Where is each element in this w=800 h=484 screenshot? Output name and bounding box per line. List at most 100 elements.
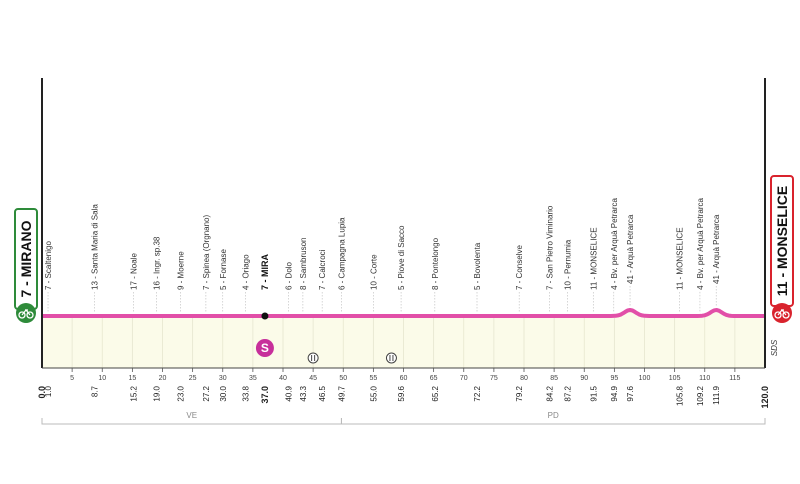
start-marker: 7 - MIRANO	[14, 208, 38, 323]
bike-wheel-right	[26, 311, 34, 319]
km-label: 84.2	[545, 385, 554, 401]
km-label: 40.9	[284, 385, 293, 401]
km-label: 1.0	[44, 385, 53, 397]
km-label: 87.2	[563, 385, 572, 401]
km-axis-labels: 0.01.0 8.7 15.2 19.0 23.0 27.2 30.0 33.8 37.0 40.…	[37, 385, 770, 408]
start-label: 7 - MIRANO	[18, 220, 34, 297]
km-tick-label: 70	[460, 375, 468, 382]
km-tick-label: 75	[490, 375, 498, 382]
km-tick-label: 105	[669, 375, 681, 382]
km-tick-label: 100	[639, 375, 651, 382]
waypoint-label: 11 - MONSELICE	[589, 227, 598, 290]
waypoint-label: 5 - Fornase	[219, 249, 228, 290]
sprint-badge-letter: S	[261, 341, 269, 355]
km-tick-label: 50	[339, 375, 347, 382]
waypoint-label: 7 - Spinea (Orgnano)	[202, 215, 211, 290]
waypoint-label: 7 - Calcroci	[318, 249, 327, 290]
km-label: 72.2	[473, 385, 482, 401]
km-label: 59.6	[397, 385, 406, 401]
waypoint-label: 7 - Scaltenigo	[44, 241, 53, 290]
waypoint-leaders	[47, 286, 717, 313]
km-label: 65.2	[431, 385, 440, 401]
waypoint-label: 9 - Moerne	[177, 251, 186, 290]
bike-wheel-left	[18, 311, 26, 319]
km-label: 30.0	[219, 385, 228, 401]
km-label: 8.7	[90, 385, 99, 397]
waypoint-label: 4 - Oriago	[242, 254, 251, 290]
km-label: 46.5	[318, 385, 327, 401]
railway-crossings	[307, 352, 397, 364]
waypoint-label: 8 - Pontelongo	[431, 237, 440, 290]
waypoint-label: 16 - Ingr. sp.38	[153, 236, 162, 290]
waypoint-label: 8 - Sambruson	[299, 238, 308, 290]
waypoint-label: 13 - Santa Maria di Sala	[90, 204, 99, 290]
km-tick-label: 90	[580, 375, 588, 382]
waypoint-label: 41 - Arquà Petrarca	[712, 214, 721, 284]
bike-frame	[777, 309, 787, 316]
km-tick-label: 85	[550, 375, 558, 382]
intermediate-finish-dot	[261, 312, 269, 320]
km-tick-label: 60	[400, 375, 408, 382]
km-tick-label: 45	[309, 375, 317, 382]
finish-label: 11 - MONSELICE	[774, 186, 790, 296]
km-tick-label: 80	[520, 375, 528, 382]
km-label: 19.0	[153, 385, 162, 401]
km-label: 27.2	[202, 385, 211, 401]
region-label: VE	[186, 411, 197, 420]
region-label: PD	[548, 411, 559, 420]
km-label: 120.0	[760, 386, 770, 409]
km-label: 43.3	[299, 385, 308, 401]
km-tick-label: 10	[98, 375, 106, 382]
waypoint-labels: 7 - Scaltenigo 13 - Santa Maria di Sala 17…	[44, 197, 721, 290]
waypoint-label: 4 - Bv. per Arquà Petrarca	[610, 197, 619, 289]
km-tick-label: 5	[70, 375, 74, 382]
km-tick-label: 110	[699, 375, 710, 382]
km-label: 105.8	[675, 385, 684, 406]
finish-marker: 11 - MONSELICE	[770, 175, 794, 323]
waypoint-label: 5 - Bovolenta	[473, 242, 482, 290]
region-bands: VE PD	[41, 411, 766, 425]
km-label: 37.0	[260, 386, 270, 404]
km-tick-label: 95	[610, 375, 618, 382]
railway-crossing-icon	[385, 352, 397, 364]
km-label: 23.0	[177, 385, 186, 401]
km-tick-label: 20	[159, 375, 167, 382]
waypoint-label: 7 - San Pietro Viminario	[545, 205, 554, 290]
intermediate-finish-label: 7 - MIRA	[260, 253, 270, 290]
sds-label: SDS	[770, 339, 779, 356]
km-label: 33.8	[242, 385, 251, 401]
km-tick-label: 30	[219, 375, 227, 382]
waypoint-label: 10 - Pernumia	[563, 239, 572, 290]
waypoint-label: 7 - Conselve	[515, 245, 524, 290]
km-tick-label: 35	[249, 375, 257, 382]
km-tick-label: 40	[279, 375, 287, 382]
waypoint-label: 5 - Piove di Sacco	[397, 225, 406, 290]
km-gridlines	[71, 317, 736, 368]
km-tick-label: 25	[189, 375, 197, 382]
elevation-line	[42, 308, 765, 318]
bike-wheel-left	[774, 311, 782, 319]
km-label: 91.5	[589, 385, 598, 401]
km-tick-label: 115	[729, 375, 740, 382]
km-label: 97.6	[626, 385, 635, 401]
waypoint-label: 41 - Arquà Petrarca	[626, 214, 635, 284]
sprint-badge-icon	[255, 339, 274, 357]
waypoint-label: 4 - Bv. per Arquà Petrarca	[696, 197, 705, 289]
km-label: 109.2	[696, 385, 705, 406]
bike-wheel-right	[782, 311, 790, 319]
km-tick-label: 15	[128, 375, 136, 382]
km-label: 94.9	[610, 385, 619, 401]
km-label: 0.0	[37, 386, 47, 399]
waypoint-label: 6 - Campagna Lupia	[337, 217, 346, 290]
waypoint-label: 6 - Dolo	[284, 261, 293, 290]
km-label: 79.2	[515, 385, 524, 401]
intermediate-finish: 7 - MIRA S	[255, 253, 274, 357]
railway-crossing-icon	[307, 352, 319, 364]
km-tick-label: 65	[430, 375, 438, 382]
km-label: 55.0	[369, 385, 378, 401]
waypoint-label: 17 - Noale	[130, 253, 139, 290]
km-label: 15.2	[130, 385, 139, 401]
bike-frame	[21, 309, 31, 316]
km-label: 111.9	[712, 385, 721, 404]
